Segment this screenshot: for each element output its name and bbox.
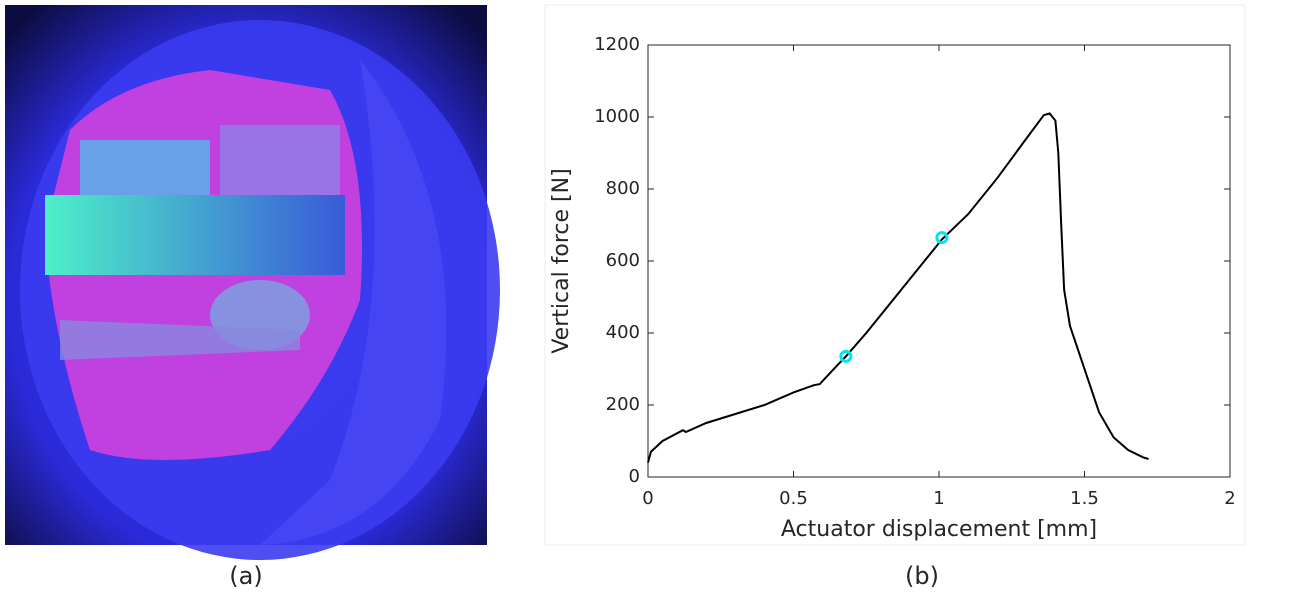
x-tick-label: 1.5 [1070, 488, 1099, 509]
panel-border [544, 4, 1246, 546]
x-tick-label: 0.5 [779, 488, 808, 509]
y-tick-label: 0 [629, 466, 640, 487]
data-marker [839, 349, 853, 363]
y-tick-label: 600 [606, 250, 640, 271]
data-marker [935, 231, 949, 245]
plot-box [647, 44, 1231, 478]
caption: (b) [905, 562, 939, 590]
x-axis-label: Actuator displacement [mm] [781, 517, 1097, 542]
photo [5, 5, 500, 560]
y-tick-label: 1000 [594, 106, 640, 127]
x-tick-label: 0 [642, 488, 653, 509]
y-tick-label: 400 [606, 322, 640, 343]
y-tick-label: 800 [606, 178, 640, 199]
caption: (a) [229, 562, 262, 590]
y-tick-label: 200 [606, 394, 640, 415]
x-tick-label: 1 [933, 488, 944, 509]
data-line [647, 112, 1149, 463]
y-tick-label: 1200 [594, 34, 640, 55]
y-axis-label: Vertical force [N] [549, 168, 574, 353]
x-tick-label: 2 [1224, 488, 1235, 509]
